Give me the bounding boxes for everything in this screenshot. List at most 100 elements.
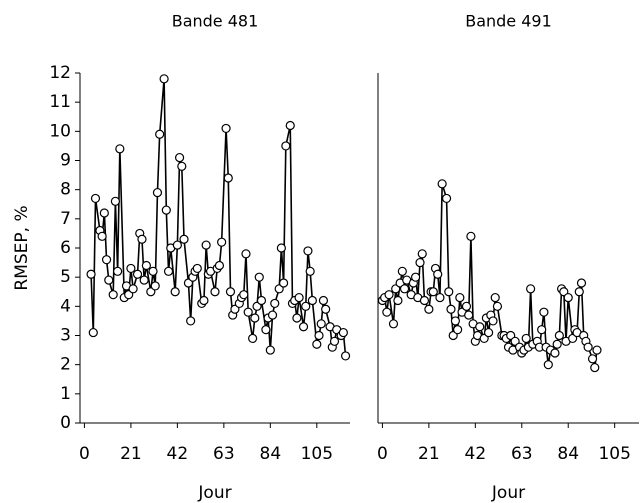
point — [294, 292, 304, 303]
point — [399, 284, 410, 294]
y-tick-label: 1 — [60, 384, 71, 404]
x-tick-label: 0 — [377, 444, 388, 464]
point — [159, 74, 169, 84]
point — [411, 272, 421, 282]
point — [563, 292, 573, 303]
point — [488, 316, 498, 326]
x-tick-label: 0 — [79, 444, 90, 464]
point — [590, 362, 600, 373]
point — [88, 327, 98, 338]
y-tick-label: 7 — [60, 209, 71, 229]
point — [464, 310, 474, 320]
point — [267, 310, 278, 320]
point — [318, 295, 329, 306]
point — [417, 249, 427, 259]
point — [239, 290, 249, 300]
x-tick-label: 84 — [260, 444, 282, 464]
point — [128, 284, 138, 294]
point — [388, 319, 399, 329]
point — [446, 304, 456, 314]
point — [592, 345, 602, 355]
point — [437, 179, 447, 189]
point — [521, 333, 531, 344]
point — [243, 307, 253, 317]
y-tick-label: 2 — [60, 355, 71, 375]
point — [161, 205, 171, 215]
point — [453, 325, 463, 335]
point — [104, 275, 114, 285]
point — [461, 301, 472, 311]
point — [99, 208, 109, 218]
point — [101, 255, 112, 265]
y-tick-label: 11 — [49, 92, 71, 112]
y-tick-label: 0 — [60, 413, 71, 433]
point — [321, 304, 331, 314]
point — [285, 120, 295, 131]
point — [174, 152, 185, 163]
point — [307, 295, 317, 306]
point — [382, 307, 392, 317]
point — [298, 322, 309, 332]
point — [223, 173, 233, 183]
point — [186, 316, 196, 326]
y-axis-label: RMSEP, % — [12, 205, 32, 290]
point — [428, 287, 438, 297]
point — [316, 319, 326, 329]
point — [583, 342, 593, 352]
point — [587, 354, 598, 364]
y-tick-label: 3 — [60, 326, 71, 346]
x-axis-label: Jour — [491, 483, 525, 503]
point — [466, 231, 476, 241]
point — [543, 360, 553, 370]
point — [217, 237, 227, 247]
point — [441, 193, 452, 204]
y-tick-label: 6 — [60, 238, 71, 258]
x-axis-label: Jour — [197, 483, 231, 503]
chart-title: Bande 491 — [465, 12, 552, 31]
point — [554, 330, 564, 341]
point — [419, 295, 430, 306]
y-tick-label: 12 — [49, 63, 71, 83]
point — [199, 295, 209, 306]
point — [301, 301, 311, 311]
point — [276, 243, 286, 253]
chart-title: Bande 481 — [172, 12, 259, 31]
point — [139, 275, 149, 285]
point — [435, 292, 445, 303]
series-line — [90, 78, 347, 356]
point — [281, 141, 291, 151]
point — [574, 287, 584, 297]
point — [256, 295, 267, 306]
point — [150, 281, 160, 291]
point — [97, 231, 107, 241]
point — [254, 272, 264, 282]
point — [526, 284, 536, 294]
y-tick-label: 10 — [49, 121, 71, 141]
point — [148, 266, 158, 276]
point — [305, 266, 315, 276]
point — [221, 123, 231, 134]
point — [261, 325, 271, 335]
point — [241, 249, 251, 259]
point — [90, 193, 101, 204]
point — [210, 287, 220, 297]
point — [397, 266, 407, 276]
y-tick-label: 8 — [60, 180, 71, 200]
point — [483, 327, 494, 338]
point — [141, 260, 151, 271]
x-tick-label: 63 — [511, 444, 533, 464]
point — [552, 339, 562, 349]
point — [338, 327, 348, 338]
point — [455, 292, 465, 303]
point — [172, 240, 182, 250]
point — [393, 295, 403, 306]
point — [450, 316, 461, 326]
point — [292, 313, 302, 323]
point — [340, 351, 351, 361]
x-tick-label: 42 — [465, 444, 487, 464]
point — [490, 292, 500, 303]
point — [152, 187, 163, 198]
point — [201, 240, 211, 250]
point — [126, 263, 136, 274]
